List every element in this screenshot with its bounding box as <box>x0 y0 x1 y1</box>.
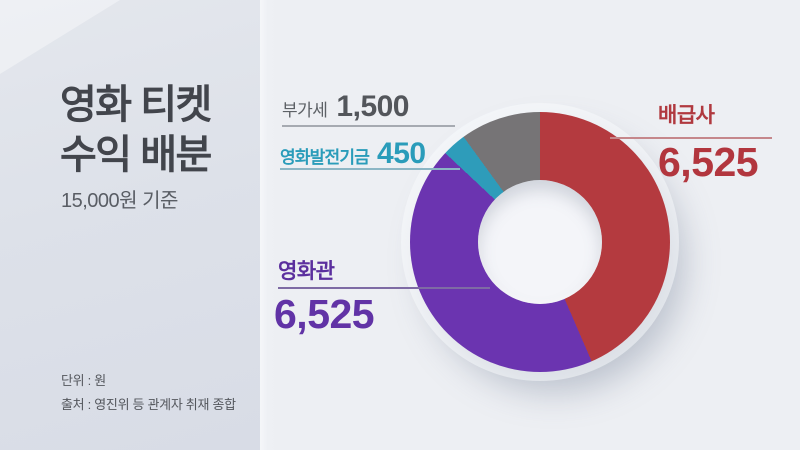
source-note: 출처 : 영진위 등 관계자 취재 종합 <box>61 397 236 412</box>
donut-hole <box>478 180 602 304</box>
callout-fund-value: 450 <box>377 137 426 170</box>
callout-distributor-value: 6,525 <box>658 139 759 185</box>
callout-cinema-label: 영화관 <box>278 260 335 283</box>
chart-card: 부가세 1,500 영화발전기금 450 배급사 6,525 영화관 6,525 <box>260 0 800 450</box>
corner-highlight <box>0 0 120 74</box>
callout-vat: 부가세 1,500 <box>282 90 409 124</box>
donut-chart <box>410 112 670 372</box>
page-title-line1: 영화 티켓 <box>60 83 212 127</box>
callout-vat-line <box>282 125 455 127</box>
callout-cinema-value: 6,525 <box>274 291 375 337</box>
footnotes: 단위 : 원 출처 : 영진위 등 관계자 취재 종합 <box>61 369 236 417</box>
callout-distributor-label: 배급사 <box>658 104 715 127</box>
callout-vat-label: 부가세 <box>282 101 328 120</box>
callout-cinema-line <box>278 287 490 289</box>
callout-fund: 영화발전기금 450 <box>280 137 426 171</box>
subtitle: 15,000원 기준 <box>61 190 178 212</box>
page-title-line2: 수익 배분 <box>60 133 212 177</box>
callout-fund-line <box>280 168 460 170</box>
callout-vat-value: 1,500 <box>336 90 409 123</box>
callout-distributor-line <box>610 137 772 139</box>
callout-fund-label: 영화발전기금 <box>280 148 370 167</box>
page-title: 영화 티켓 수익 배분 <box>60 80 212 180</box>
unit-note: 단위 : 원 <box>61 373 106 388</box>
left-panel: 영화 티켓 수익 배분 15,000원 기준 단위 : 원 출처 : 영진위 등… <box>0 0 262 450</box>
